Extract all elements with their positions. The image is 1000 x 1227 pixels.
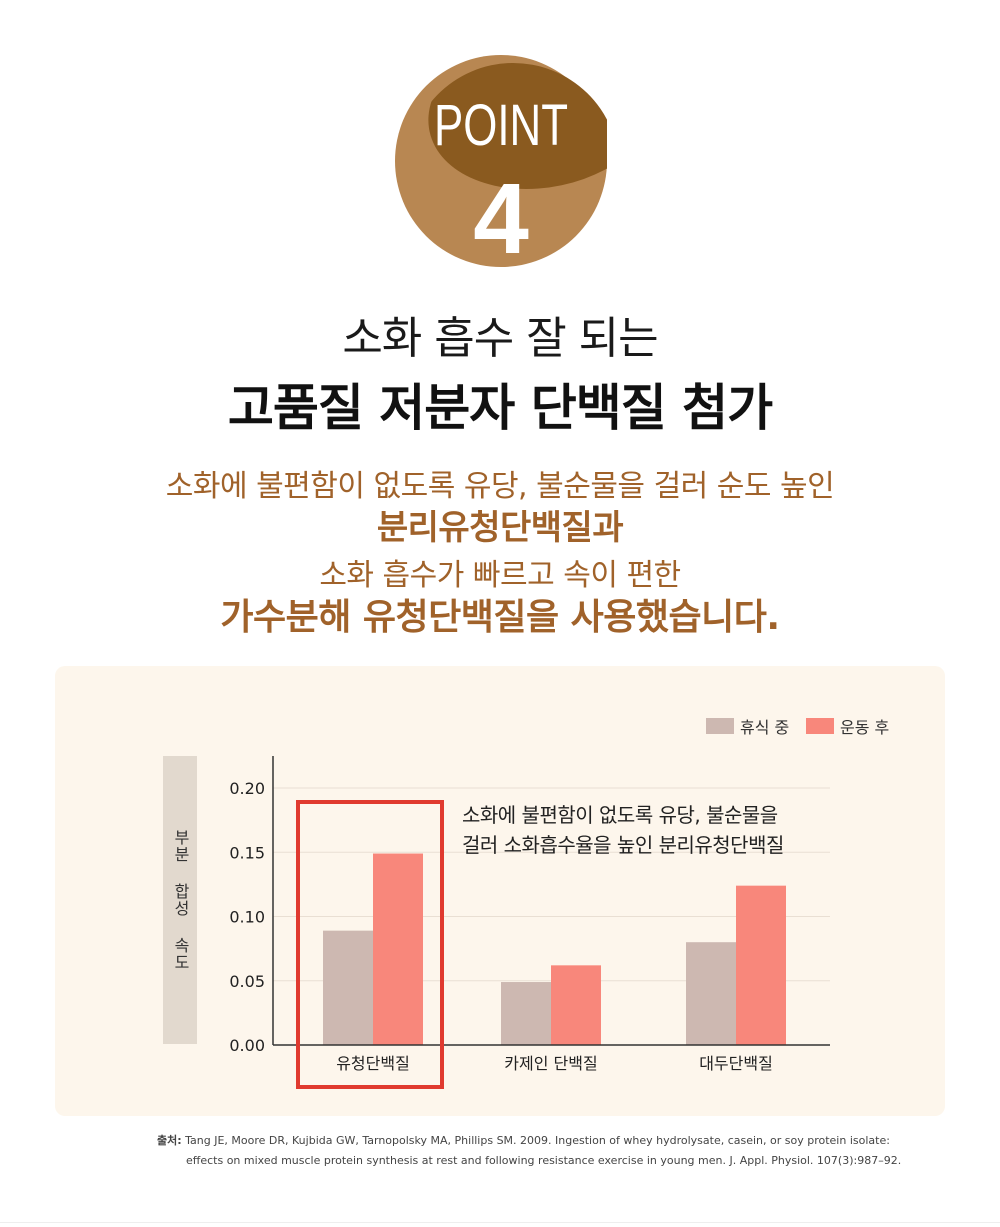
y-axis-label-box <box>163 756 197 1044</box>
annotation-line-2: 걸러 소화흡수율을 높인 분리유청단백질 <box>462 833 784 857</box>
y-axis-label: 부분 합성 속도 <box>171 829 190 971</box>
x-tick-label: 카제인 단백질 <box>504 1054 597 1073</box>
headline-line-1: 소화 흡수 잘 되는 <box>342 313 658 364</box>
point-badge: POINT 4 <box>395 55 607 267</box>
source-line-1: Tang JE, Moore DR, Kujbida GW, Tarnopols… <box>185 1134 890 1147</box>
y-tick-label: 0.05 <box>229 972 265 991</box>
legend-item-exercise: 운동 후 <box>806 714 889 738</box>
bar-rest-0 <box>323 930 373 1045</box>
point-badge-graphic: POINT 4 <box>395 55 607 267</box>
y-tick-label: 0.00 <box>229 1036 265 1055</box>
x-tick-label: 대두단백질 <box>699 1054 773 1073</box>
y-tick-label: 0.20 <box>229 779 265 798</box>
description-line-3: 소화 흡수가 빠르고 속이 편한 <box>319 558 681 593</box>
chart-legend: 휴식 중 운동 후 <box>0 714 1000 738</box>
legend-item-rest: 휴식 중 <box>706 714 789 738</box>
source-citation: 출처: Tang JE, Moore DR, Kujbida GW, Tarno… <box>157 1131 917 1171</box>
source-tag: 출처: <box>157 1134 182 1147</box>
chart-panel <box>55 666 945 1116</box>
y-tick-label: 0.10 <box>229 908 265 927</box>
legend-label-exercise: 운동 후 <box>840 718 890 737</box>
description-line-1: 소화에 불편함이 없도록 유당, 불순물을 걸러 순도 높인 <box>165 469 835 504</box>
legend-label-rest: 휴식 중 <box>740 718 790 737</box>
bar-exercise-1 <box>551 965 601 1045</box>
description-line-2: 분리유청단백질과 <box>376 508 624 548</box>
bar-rest-2 <box>686 942 736 1045</box>
bar-exercise-2 <box>736 885 786 1045</box>
legend-swatch-rest <box>706 718 734 734</box>
badge-number: 4 <box>473 163 529 267</box>
bar-rest-1 <box>501 982 551 1045</box>
source-line-2: effects on mixed muscle protein synthesi… <box>186 1154 902 1167</box>
description-line-4: 가수분해 유청단백질을 사용했습니다. <box>220 597 780 638</box>
badge-word: POINT <box>434 93 568 158</box>
chart-annotation: 소화에 불편함이 없도록 유당, 불순물을 걸러 소화흡수율을 높인 분리유청단… <box>462 800 862 860</box>
bottom-divider <box>0 1222 1000 1223</box>
bar-exercise-0 <box>373 853 423 1045</box>
highlight-box-whey <box>296 800 444 1089</box>
annotation-line-1: 소화에 불편함이 없도록 유당, 불순물을 <box>462 803 778 827</box>
y-tick-label: 0.15 <box>229 843 265 862</box>
legend-swatch-exercise <box>806 718 834 734</box>
headline-line-2: 고품질 저분자 단백질 첨가 <box>227 379 773 437</box>
x-tick-label: 유청단백질 <box>336 1054 410 1073</box>
